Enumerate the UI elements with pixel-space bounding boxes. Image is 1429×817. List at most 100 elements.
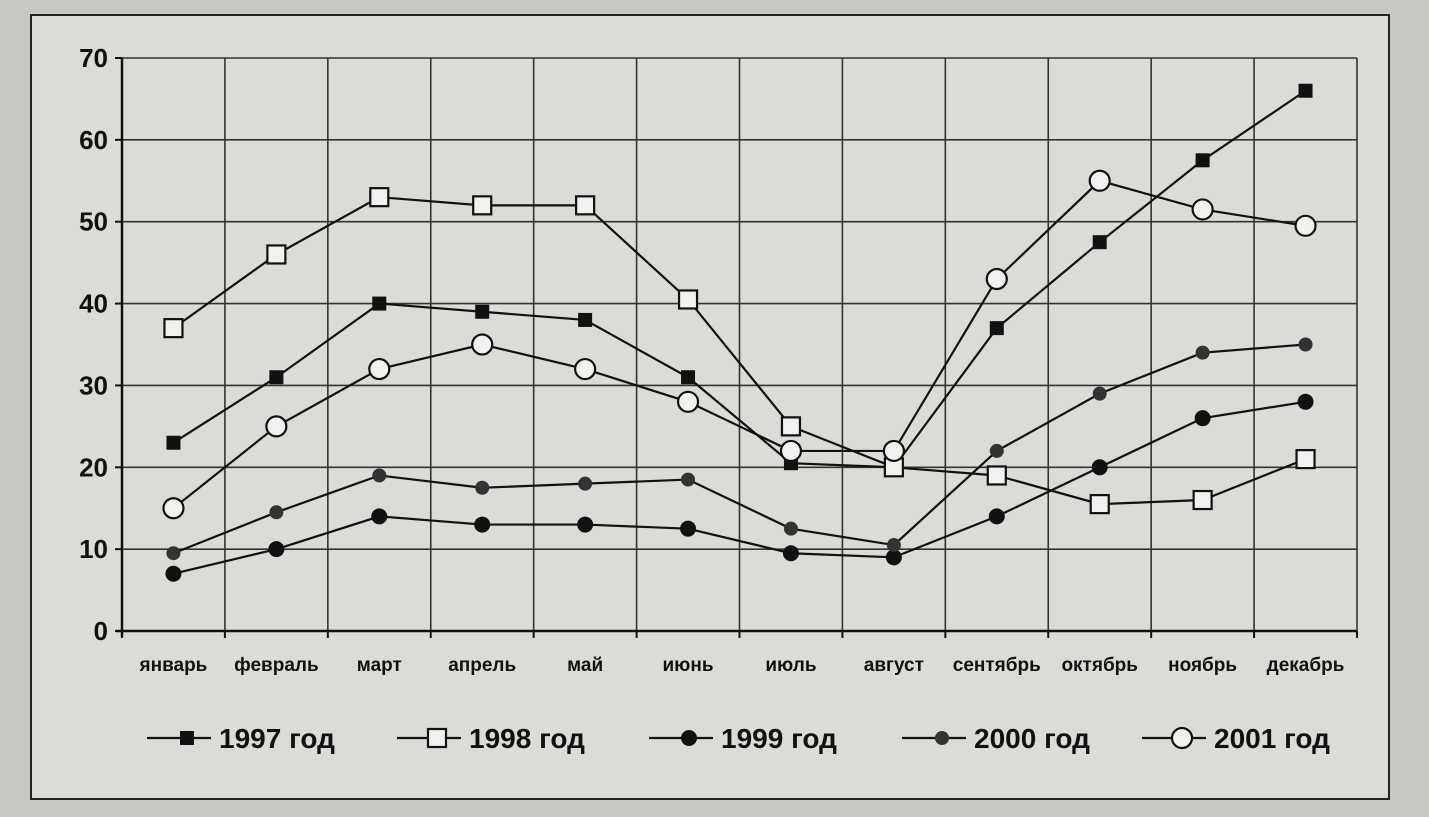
series-line: [173, 400, 1306, 575]
data-point: [680, 520, 697, 537]
data-point: [575, 195, 596, 216]
data-point: [779, 439, 803, 463]
series-5: [162, 169, 1317, 520]
data-point: [886, 538, 901, 553]
y-tick-labels: 0 10 20 30 40 50 60 70: [79, 43, 108, 646]
data-point: [885, 549, 902, 566]
data-point: [882, 439, 905, 463]
data-point: [1091, 459, 1108, 476]
legend-item-5: 2001 год: [1142, 723, 1330, 754]
legend-label: 2000 год: [974, 723, 1090, 754]
data-point: [574, 357, 597, 381]
data-point: [985, 267, 1008, 291]
data-point: [988, 508, 1005, 525]
data-point: [1298, 83, 1313, 98]
axes: [115, 57, 1358, 638]
data-point: [783, 521, 798, 536]
legend-item-2: 1998 год: [397, 723, 585, 754]
x-tick-label: август: [864, 655, 924, 676]
data-point: [265, 415, 288, 438]
data-point: [782, 545, 799, 562]
x-tick-label: сентябрь: [953, 655, 1041, 676]
data-point: [472, 195, 493, 216]
legend-marker: [935, 731, 949, 745]
y-tick-label: 40: [79, 289, 108, 319]
series-line: [172, 179, 1306, 510]
data-point: [369, 187, 390, 208]
x-tick-label: февраль: [234, 655, 319, 676]
x-tick-labels: январь февраль март апрель май июнь июль август…: [139, 655, 1345, 676]
data-point: [1294, 214, 1317, 237]
line-chart: 0 10 20 30 40 50 60 70 январь февраль март апрель м…: [79, 43, 1358, 754]
data-point: [166, 435, 181, 450]
data-point: [1088, 169, 1111, 192]
data-point: [1194, 410, 1211, 427]
data-point: [471, 333, 494, 356]
data-point: [780, 416, 802, 437]
data-point: [1195, 345, 1210, 360]
data-point: [677, 289, 699, 310]
data-point: [475, 304, 490, 319]
legend: 1997 год 1998 год 1999 год 2000 год 2001 год: [147, 723, 1330, 754]
data-point: [269, 370, 284, 385]
data-point: [1092, 386, 1107, 401]
series-4: [166, 337, 1313, 561]
data-point: [1191, 198, 1214, 221]
data-point: [1192, 489, 1213, 511]
data-point: [1295, 449, 1316, 470]
y-tick-label: 50: [79, 207, 108, 237]
legend-item-4: 2000 год: [902, 723, 1090, 754]
data-point: [368, 357, 391, 381]
series-2: [163, 187, 1316, 515]
legend-marker: [426, 727, 448, 749]
data-point: [372, 296, 387, 311]
data-point: [269, 505, 284, 520]
data-point: [165, 565, 182, 582]
data-point: [475, 480, 490, 495]
data-point: [1092, 235, 1107, 250]
data-point: [681, 472, 696, 487]
legend-label: 1999 год: [721, 723, 837, 754]
data-point: [1297, 393, 1314, 410]
data-point: [266, 244, 287, 265]
data-point: [676, 390, 700, 413]
x-tick-label: июль: [765, 655, 816, 676]
series-group: [162, 83, 1317, 582]
series-line: [172, 196, 1306, 506]
y-tick-label: 20: [79, 452, 108, 482]
x-tick-label: декабрь: [1267, 655, 1345, 676]
series-3: [165, 393, 1314, 582]
x-tick-label: май: [567, 655, 603, 676]
data-point: [1195, 153, 1210, 168]
x-tick-label: июнь: [663, 655, 714, 676]
data-point: [166, 546, 181, 561]
data-point: [986, 465, 1007, 486]
data-point: [474, 516, 491, 533]
x-tick-label: ноябрь: [1168, 655, 1237, 676]
data-point: [371, 508, 388, 525]
data-point: [268, 541, 285, 558]
grid-lines: [122, 57, 1358, 631]
y-tick-label: 60: [79, 125, 108, 155]
data-point: [577, 516, 594, 533]
data-point: [372, 468, 387, 483]
data-point: [989, 443, 1004, 458]
legend-marker: [180, 731, 194, 745]
y-tick-label: 10: [79, 534, 108, 564]
data-point: [162, 497, 185, 520]
chart-frame: 0 10 20 30 40 50 60 70 январь февраль март апрель м…: [30, 14, 1390, 800]
x-tick-label: апрель: [448, 655, 516, 676]
legend-label: 1997 год: [219, 723, 335, 754]
data-point: [1089, 494, 1110, 515]
legend-item-1: 1997 год: [147, 723, 335, 754]
legend-marker: [1170, 726, 1194, 750]
data-point: [989, 321, 1004, 336]
series-line: [172, 89, 1307, 469]
series-line: [173, 343, 1306, 555]
legend-item-3: 1999 год: [649, 723, 837, 754]
data-point: [578, 476, 593, 491]
y-tick-label: 0: [94, 616, 108, 646]
data-point: [578, 312, 593, 327]
x-tick-label: октябрь: [1061, 655, 1138, 676]
data-point: [1298, 337, 1313, 352]
